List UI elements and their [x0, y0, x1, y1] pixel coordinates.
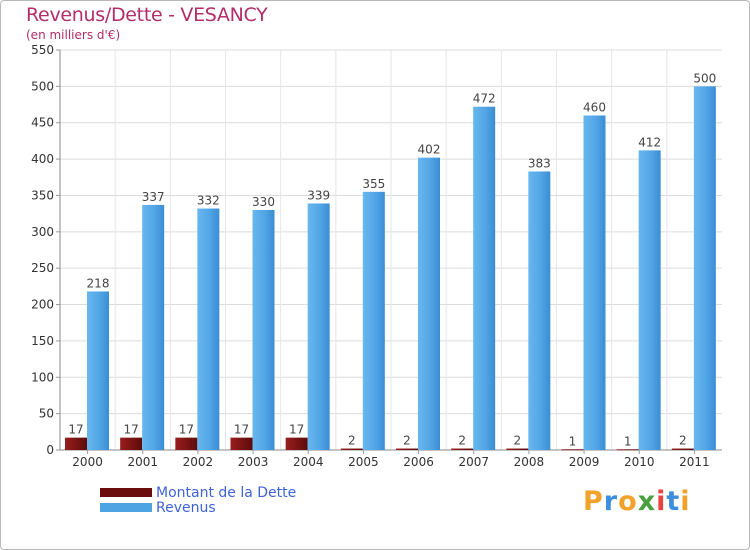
revenue-value-label: 500 — [693, 71, 716, 85]
y-tick-label: 0 — [46, 443, 54, 457]
revenue-value-label: 330 — [252, 195, 275, 209]
y-tick-label: 550 — [31, 43, 54, 57]
y-tick-label: 200 — [31, 298, 54, 312]
debt-value-label: 2 — [403, 434, 411, 448]
debt-bar — [175, 437, 198, 450]
revenue-bar — [693, 86, 716, 450]
legend-item-revenue: Revenus — [100, 499, 296, 516]
logo-letter: r — [603, 486, 619, 517]
y-tick-label: 450 — [31, 116, 54, 130]
debt-bar — [285, 437, 308, 450]
debt-value-label: 2 — [348, 434, 356, 448]
revenue-value-label: 412 — [638, 135, 661, 149]
chart-title: Revenus/Dette - VESANCY — [26, 4, 268, 26]
revenue-bar — [473, 106, 496, 451]
debt-value-label: 1 — [569, 434, 577, 448]
logo-letter: i — [680, 486, 691, 517]
revenue-value-label: 460 — [583, 100, 606, 114]
logo-letter: o — [618, 486, 638, 517]
y-tick-label: 400 — [31, 152, 54, 166]
debt-bar — [671, 448, 694, 450]
revenue-bar — [142, 204, 165, 450]
debt-value-label: 17 — [289, 423, 304, 437]
debt-value-label: 2 — [514, 434, 522, 448]
x-tick-label: 2006 — [403, 455, 434, 469]
revenue-value-label: 337 — [142, 190, 165, 204]
x-tick-label: 2007 — [458, 455, 489, 469]
debt-bar — [230, 437, 253, 450]
debt-value-label: 17 — [234, 423, 249, 437]
revenue-value-label: 218 — [87, 276, 110, 290]
x-tick-label: 2003 — [238, 455, 269, 469]
revenue-bar — [362, 191, 385, 450]
revenue-value-label: 339 — [307, 188, 330, 202]
revenue-bar — [528, 171, 551, 451]
y-tick-label: 350 — [31, 188, 54, 202]
x-tick-label: 2010 — [624, 455, 655, 469]
debt-bar — [340, 448, 363, 450]
legend-label-debt: Montant de la Dette — [156, 484, 297, 501]
y-tick-label: 300 — [31, 225, 54, 239]
x-tick-label: 2005 — [348, 455, 379, 469]
debt-bar — [506, 448, 529, 450]
x-tick-label: 2002 — [183, 455, 214, 469]
debt-value-label: 1 — [624, 434, 632, 448]
revenue-bar — [252, 210, 275, 450]
debt-value-label: 17 — [179, 423, 194, 437]
revenue-bar — [197, 208, 220, 450]
revenue-value-label: 332 — [197, 194, 220, 208]
legend-swatch-debt — [100, 488, 152, 497]
x-tick-label: 2001 — [127, 455, 158, 469]
revenue-bar — [418, 157, 440, 451]
x-tick-label: 2009 — [569, 455, 600, 469]
debt-bar — [396, 448, 418, 450]
revenue-bar — [307, 203, 330, 450]
legend-label-revenue: Revenus — [156, 499, 216, 516]
revenue-bar — [87, 291, 109, 450]
debt-bar — [451, 448, 474, 450]
debt-bar — [561, 449, 584, 451]
debt-bar — [120, 437, 143, 450]
y-tick-label: 250 — [31, 261, 54, 275]
y-tick-label: 50 — [39, 407, 54, 421]
revenue-bar — [638, 150, 661, 450]
y-tick-label: 150 — [31, 334, 54, 348]
x-tick-label: 2000 — [72, 455, 103, 469]
debt-value-label: 2 — [458, 434, 466, 448]
x-tick-label: 2011 — [679, 455, 710, 469]
revenue-value-label: 355 — [362, 177, 385, 191]
x-tick-label: 2004 — [293, 455, 324, 469]
legend-swatch-revenue — [100, 503, 152, 512]
legend-item-debt: Montant de la Dette — [100, 484, 297, 501]
legend: Montant de la Dette Revenus — [100, 484, 297, 516]
logo-letter: P — [583, 486, 604, 517]
debt-value-label: 17 — [68, 423, 83, 437]
proxiti-logo: Proxiti — [583, 486, 691, 517]
revenue-bar — [583, 115, 606, 451]
logo-letter: i — [656, 486, 667, 517]
revenue-value-label: 472 — [473, 92, 496, 106]
logo-letter: x — [637, 486, 657, 517]
logo-letter: t — [666, 486, 681, 517]
debt-value-label: 2 — [679, 434, 687, 448]
debt-value-label: 17 — [124, 423, 139, 437]
debt-bar — [65, 437, 87, 450]
chart-subtitle: (en milliers d'€) — [26, 28, 121, 42]
revenue-value-label: 383 — [528, 156, 551, 170]
y-tick-label: 100 — [31, 370, 54, 384]
revenue-value-label: 402 — [418, 143, 441, 157]
debt-bar — [616, 449, 639, 451]
y-tick-label: 500 — [31, 79, 54, 93]
x-tick-label: 2008 — [514, 455, 545, 469]
